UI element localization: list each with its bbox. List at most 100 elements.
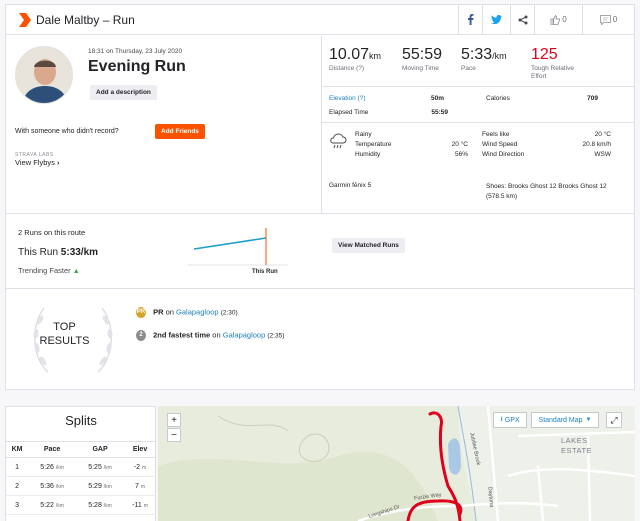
achievement-time: (2:35): [267, 332, 285, 340]
achievement-on: on: [212, 330, 221, 340]
athlete-name[interactable]: Dale Maltby: [36, 13, 100, 27]
feels-like-value: 20 °C: [594, 131, 611, 138]
gpx-label: GPX: [504, 416, 520, 424]
add-description-button[interactable]: Add a description: [90, 85, 157, 100]
splits-table: KM Pace GAP Elev 1 5:26 /km 5:25 /km -2 …: [6, 441, 156, 515]
shoes-distance: (578.5 km): [486, 193, 518, 200]
results-divider: [6, 288, 634, 289]
stat-pace: 5:33/km Pace: [461, 46, 507, 73]
runs-on-route-link[interactable]: 2 Runs on this route: [18, 228, 86, 237]
split-elev: -2 m: [124, 457, 156, 477]
map-style-dropdown[interactable]: Standard Map ▼: [531, 412, 599, 428]
calories-label: Calories: [486, 95, 510, 102]
view-matched-runs-button[interactable]: View Matched Runs: [332, 238, 405, 253]
weather-divider: [322, 122, 634, 123]
segment-link[interactable]: Galapagloop: [176, 307, 219, 317]
facebook-share-button[interactable]: [458, 5, 482, 34]
split-gap: 5:29 /km: [76, 476, 125, 496]
split-elev-value: -11: [132, 501, 142, 509]
activity-name: Evening Run: [88, 58, 186, 75]
splits-title: Splits: [65, 413, 97, 428]
elevation-value: 50m: [430, 95, 444, 102]
split-pace: 5:26 /km: [28, 457, 77, 477]
splits-col-elev: Elev: [124, 441, 156, 458]
second-place-medal-icon: 2: [136, 330, 146, 341]
share-button[interactable]: [510, 5, 534, 34]
trend-up-icon: ▲: [72, 268, 80, 275]
activity-title: Dale Maltby – Run: [36, 13, 135, 27]
elevation-label[interactable]: Elevation (?): [329, 95, 366, 102]
split-pace-unit: /km: [55, 502, 64, 509]
fullscreen-icon: ⤢: [610, 414, 618, 425]
split-km: 2: [6, 476, 29, 496]
comment-button[interactable]: 0: [582, 5, 634, 34]
fullscreen-button[interactable]: ⤢: [606, 412, 622, 428]
add-friends-button[interactable]: Add Friends: [155, 124, 205, 139]
device-name: Garmin fēnix 5: [329, 182, 372, 189]
trending-text: Trending Faster ▲: [18, 266, 80, 275]
stat-relative-effort[interactable]: 125 Tough Relative Effort: [531, 46, 591, 81]
this-run-label: This Run: [18, 247, 59, 258]
with-someone-text: With someone who didn't record?: [15, 128, 119, 135]
split-gap-value: 5:28: [88, 501, 102, 509]
splits-panel: Splits KM Pace GAP Elev 1 5:26 /km 5:25 …: [5, 406, 156, 521]
split-pace: 5:22 /km: [28, 495, 77, 515]
view-flybys-link[interactable]: View Flybys ›: [15, 158, 59, 167]
pr-medal-icon: PR: [136, 307, 146, 318]
stat-distance: 10.07km Distance (?): [329, 46, 381, 73]
zoom-out-button[interactable]: −: [167, 428, 181, 442]
achievement-time: (2:30): [220, 309, 238, 317]
athlete-avatar[interactable]: [15, 46, 73, 104]
achievement-row: PR PR on Galapagloop (2:30): [136, 307, 238, 318]
section-divider: [6, 213, 634, 214]
split-gap-unit: /km: [103, 483, 112, 490]
strava-labs-label: STRAVA LABS: [15, 152, 54, 158]
split-elev: -11 m: [124, 495, 156, 515]
feels-like-label: Feels like: [482, 131, 510, 138]
this-run-pace: This Run 5:33/km: [18, 247, 98, 258]
zoom-in-button[interactable]: +: [167, 413, 181, 427]
calories-value: 709: [587, 95, 598, 102]
chevron-right-icon: ›: [56, 158, 60, 167]
pace-label: Pace: [461, 65, 476, 72]
caret-down-icon: ▼: [585, 417, 592, 423]
distance-value: 10.07: [329, 46, 370, 63]
map-place-label: LAKES ESTATE: [561, 436, 592, 456]
wind-direction-label: Wind Direction: [482, 151, 525, 158]
twitter-share-button[interactable]: [482, 5, 510, 34]
relative-effort-value: 125: [531, 46, 558, 63]
top-results-line2: RESULTS: [39, 335, 90, 347]
stat-moving-time: 55:59 Moving Time: [402, 46, 442, 73]
segment-link[interactable]: Galapagloop: [222, 330, 266, 340]
humidity-label: Humidity: [355, 151, 381, 158]
splits-col-km: KM: [6, 441, 29, 458]
distance-label[interactable]: Distance (?): [329, 65, 365, 72]
splits-col-gap: GAP: [76, 441, 125, 458]
split-km: 1: [6, 457, 29, 477]
view-flybys-label: View Flybys: [15, 158, 55, 167]
split-pace-unit: /km: [55, 483, 64, 490]
gpx-download-button[interactable]: ⭳ GPX: [493, 412, 527, 428]
achievement-row: 2 2nd fastest time on Galapagloop (2:35): [136, 330, 284, 341]
laurel-wreath-icon: [33, 307, 113, 373]
trend-chart-label: This Run: [252, 269, 278, 275]
activity-type: Run: [112, 13, 135, 27]
split-pace-value: 5:36: [40, 482, 54, 490]
top-results-heading: TOP RESULTS: [28, 320, 101, 348]
achievement-rank: PR: [153, 307, 164, 317]
trending-label: Trending Faster: [18, 266, 71, 275]
split-pace-value: 5:26: [40, 463, 54, 471]
strava-chevron-icon: [19, 13, 31, 27]
stats-divider: [322, 86, 634, 87]
elapsed-time-label: Elapsed Time: [329, 109, 369, 116]
temperature-value: 20 °C: [451, 141, 468, 148]
athlete-photo: [16, 47, 72, 103]
wind-speed-value: 20.8 km/h: [582, 141, 611, 148]
activity-card: Dale Maltby – Run 0 0 18:31 on Th: [5, 4, 635, 390]
achievement-on: on: [165, 307, 174, 317]
kudos-button[interactable]: 0: [534, 5, 582, 34]
route-map[interactable]: + − ⭳ GPX Standard Map ▼ ⤢ LAKES ESTATE …: [158, 406, 635, 521]
twitter-icon: [491, 15, 502, 24]
distance-unit: km: [369, 51, 382, 61]
relative-effort-label: Tough Relative Effort: [531, 65, 574, 80]
